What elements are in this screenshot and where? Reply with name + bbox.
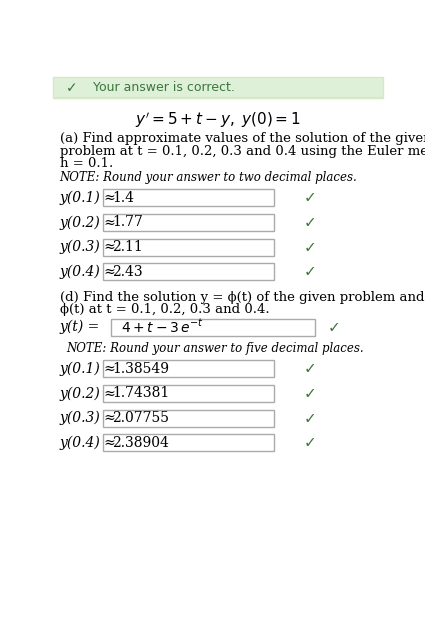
Text: ϕ(t) at t = 0.1, 0.2, 0.3 and 0.4.: ϕ(t) at t = 0.1, 0.2, 0.3 and 0.4.	[60, 303, 269, 316]
Text: ✓: ✓	[303, 386, 316, 401]
Text: ✓: ✓	[303, 362, 316, 376]
Text: 2.07755: 2.07755	[112, 411, 170, 425]
Text: ✓: ✓	[303, 215, 316, 230]
Text: ✓: ✓	[303, 264, 316, 279]
FancyBboxPatch shape	[102, 238, 274, 256]
FancyBboxPatch shape	[102, 263, 274, 280]
Text: y(0.1) ≈: y(0.1) ≈	[60, 190, 116, 205]
Text: y(0.2) ≈: y(0.2) ≈	[60, 215, 116, 229]
Text: 1.74381: 1.74381	[112, 387, 170, 401]
Text: 2.43: 2.43	[112, 265, 143, 279]
FancyBboxPatch shape	[102, 434, 274, 451]
Text: Your answer is correct.: Your answer is correct.	[93, 81, 235, 94]
Text: 1.77: 1.77	[112, 215, 143, 229]
Text: h = 0.1.: h = 0.1.	[60, 157, 113, 170]
Text: $y' = 5 + t - y, \; y(0) = 1$: $y' = 5 + t - y, \; y(0) = 1$	[135, 111, 301, 130]
Text: problem at t = 0.1, 0.2, 0.3 and 0.4 using the Euler method with: problem at t = 0.1, 0.2, 0.3 and 0.4 usi…	[60, 145, 425, 158]
FancyBboxPatch shape	[53, 77, 382, 99]
Text: NOTE: Round your answer to five decimal places.: NOTE: Round your answer to five decimal …	[66, 342, 364, 355]
Text: NOTE: Round your answer to two decimal places.: NOTE: Round your answer to two decimal p…	[60, 171, 357, 184]
Text: 1.38549: 1.38549	[112, 362, 170, 376]
Text: $4 + t - 3\,e^{-t}$: $4 + t - 3\,e^{-t}$	[121, 319, 204, 336]
Text: 2.11: 2.11	[112, 240, 143, 254]
Text: y(0.4) ≈: y(0.4) ≈	[60, 265, 116, 279]
FancyBboxPatch shape	[102, 360, 274, 377]
Text: y(0.4) ≈: y(0.4) ≈	[60, 435, 116, 450]
FancyBboxPatch shape	[102, 385, 274, 402]
Text: ✓: ✓	[303, 240, 316, 254]
Text: ✓: ✓	[303, 435, 316, 450]
Text: 1.4: 1.4	[112, 191, 134, 205]
FancyBboxPatch shape	[102, 214, 274, 231]
Text: y(0.3) ≈: y(0.3) ≈	[60, 411, 116, 425]
Text: (d) Find the solution y = ϕ(t) of the given problem and evaluate: (d) Find the solution y = ϕ(t) of the gi…	[60, 291, 425, 304]
FancyBboxPatch shape	[102, 410, 274, 426]
Text: y(0.2) ≈: y(0.2) ≈	[60, 386, 116, 401]
FancyBboxPatch shape	[102, 189, 274, 206]
Text: ✓: ✓	[303, 410, 316, 426]
Text: ✓: ✓	[328, 320, 341, 335]
Text: 2.38904: 2.38904	[112, 436, 169, 450]
Text: y(0.1) ≈: y(0.1) ≈	[60, 362, 116, 376]
Text: y(t) =: y(t) =	[60, 320, 100, 335]
Text: ✓: ✓	[66, 81, 78, 95]
Text: ✓: ✓	[303, 190, 316, 205]
FancyBboxPatch shape	[111, 319, 315, 336]
Text: (a) Find approximate values of the solution of the given initial value: (a) Find approximate values of the solut…	[60, 132, 425, 146]
Text: y(0.3) ≈: y(0.3) ≈	[60, 240, 116, 254]
